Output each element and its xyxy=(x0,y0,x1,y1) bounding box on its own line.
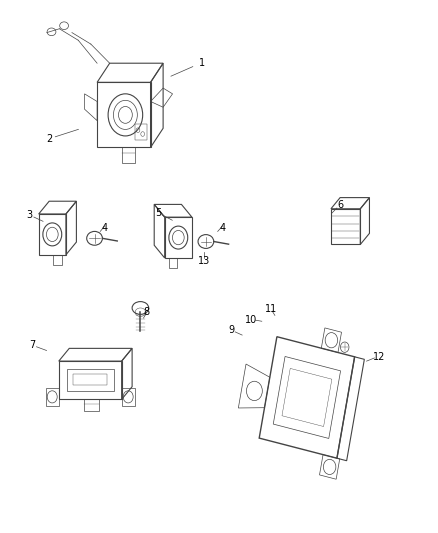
Text: 11: 11 xyxy=(265,304,277,314)
Text: 13: 13 xyxy=(198,256,210,266)
Text: 7: 7 xyxy=(29,340,35,350)
Text: 4: 4 xyxy=(102,223,108,233)
Text: 3: 3 xyxy=(26,210,32,220)
Text: 12: 12 xyxy=(373,352,385,362)
Text: 2: 2 xyxy=(46,134,53,144)
Text: 10: 10 xyxy=(245,314,258,325)
Text: 5: 5 xyxy=(155,208,162,219)
Text: 6: 6 xyxy=(337,200,343,211)
Text: 4: 4 xyxy=(219,223,226,233)
Text: 9: 9 xyxy=(228,325,234,335)
Text: 8: 8 xyxy=(143,306,149,317)
Text: 1: 1 xyxy=(199,59,205,68)
